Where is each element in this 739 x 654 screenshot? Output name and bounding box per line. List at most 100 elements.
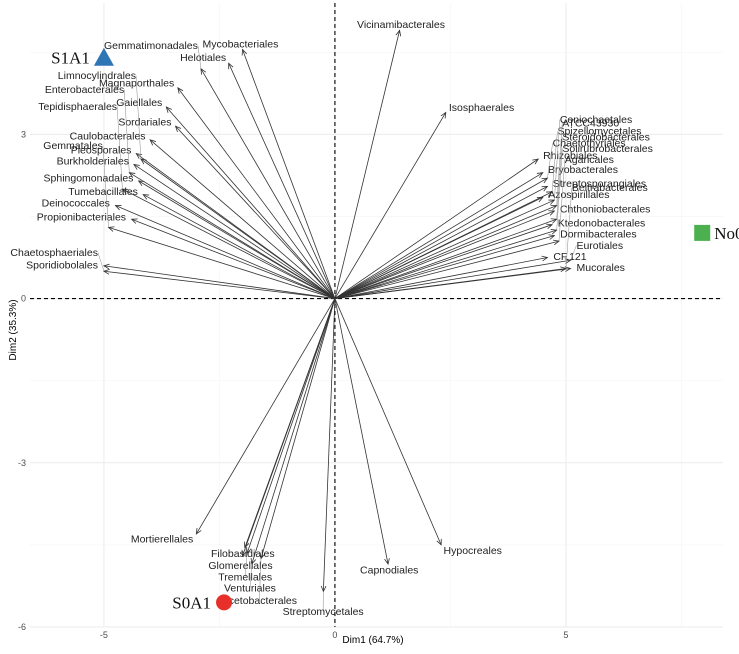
label-connector xyxy=(551,131,558,192)
arrow-shaft xyxy=(260,298,336,559)
arrow-shaft xyxy=(251,298,336,565)
label-connector xyxy=(556,123,563,206)
arrow-head xyxy=(436,538,442,546)
loading-label-dormibacterales: Dormibacterales xyxy=(560,228,636,240)
sample-no0: No0 xyxy=(694,224,739,243)
loading-label-vicinamibacterales: Vicinamibacterales xyxy=(357,19,445,31)
loading-arrow-sporidiobolales xyxy=(102,263,335,299)
loading-arrows xyxy=(102,29,572,593)
label-connector xyxy=(102,145,109,228)
square-marker xyxy=(694,224,711,241)
loading-label-acetobacterales: Acetobacterales xyxy=(222,595,297,607)
label-connector xyxy=(556,148,563,231)
loading-arrow-capnodiales xyxy=(334,298,390,566)
arrow-shaft xyxy=(200,68,336,299)
arrow-shaft xyxy=(108,227,336,299)
loading-arrow-streptomycetales xyxy=(320,298,336,593)
loading-arrow-helotiales xyxy=(228,62,336,299)
label-connector xyxy=(97,252,105,272)
loading-label-isosphaerales: Isosphaerales xyxy=(449,102,514,114)
loading-arrow-bryobacterales xyxy=(334,172,544,299)
loading-label-tremellales: Tremellales xyxy=(218,571,272,583)
y-tick-label: 3 xyxy=(21,129,26,139)
loading-label-deinococcales: Deinococcales xyxy=(42,198,110,210)
loading-label-tumebacillales: Tumebacillales xyxy=(68,186,138,198)
arrow-shaft xyxy=(334,298,389,565)
label-connector xyxy=(249,564,253,588)
arrow-shaft xyxy=(334,268,566,299)
loading-label-gaiellales: Gaiellales xyxy=(116,97,162,109)
loading-label-caulobacterales: Caulobacterales xyxy=(70,130,146,142)
arrow-shaft xyxy=(149,139,336,299)
circle-marker xyxy=(216,594,233,611)
loading-label-gemmatales: Gemmatales xyxy=(43,140,103,152)
loading-label-helotiales: Helotiales xyxy=(180,52,226,64)
arrow-shaft xyxy=(142,194,336,299)
arrow-head xyxy=(532,158,540,165)
arrow-shaft xyxy=(334,112,447,299)
loading-arrow-burkholderiales xyxy=(133,163,336,299)
loading-label-spizellomycetales: Spizellomycetales xyxy=(557,126,641,138)
label-connector xyxy=(244,553,248,577)
loading-label-chaetothyriales: Chaetothyriales xyxy=(553,138,626,150)
loading-label-tepidisphaerales: Tepidisphaerales xyxy=(38,101,117,113)
y-tick-label: -6 xyxy=(18,622,26,632)
arrow-shaft xyxy=(138,180,336,299)
arrow-shaft xyxy=(334,298,442,546)
loading-label-ktedonobacterales: Ktedonobacterales xyxy=(558,217,646,229)
arrow-shaft xyxy=(334,240,560,299)
loading-label-burkholderiales: Burkholderiales xyxy=(57,156,129,168)
loading-label-gemmatimonadales: Gemmatimonadales xyxy=(104,40,198,52)
loading-arrow-glomerellales xyxy=(241,298,336,557)
arrow-shaft xyxy=(103,270,335,299)
loading-label-mortierellales: Mortierellales xyxy=(131,534,193,546)
loading-arrow-sphingomonadales xyxy=(137,180,336,299)
loading-arrow-sordariales xyxy=(174,125,336,299)
arrow-head xyxy=(541,177,549,184)
loading-label-chthoniobacterales: Chthoniobacterales xyxy=(560,203,650,215)
loading-label-sphingomonadales: Sphingomonadales xyxy=(44,172,134,184)
arrow-shaft xyxy=(334,172,544,299)
loading-label-capnodiales: Capnodiales xyxy=(360,564,418,576)
arrow-head xyxy=(174,125,182,132)
arrow-shaft xyxy=(115,205,336,299)
loading-label-coniochaetales: Coniochaetales xyxy=(560,114,632,126)
reference-lines xyxy=(30,3,723,627)
loading-label-mucorales: Mucorales xyxy=(576,262,624,274)
loading-label-eurotiales: Eurotiales xyxy=(576,240,623,252)
label-connector xyxy=(556,137,563,220)
loading-arrow-caulobacterales xyxy=(149,139,336,299)
label-connector xyxy=(116,106,123,190)
arrow-head xyxy=(536,196,544,203)
loading-label-bryobacterales: Bryobacterales xyxy=(548,164,618,176)
loading-label-pleosporales: Pleosporales xyxy=(71,144,132,156)
arrow-shaft xyxy=(131,218,336,299)
arrow-head xyxy=(546,223,553,230)
y-tick-label: 0 xyxy=(21,294,26,304)
label-connector xyxy=(565,187,573,269)
arrow-head xyxy=(541,185,549,192)
arrow-shaft xyxy=(334,218,557,299)
arrow-shaft xyxy=(334,205,557,299)
loading-arrow-gaiellales xyxy=(165,106,336,299)
sample-label: S0A1 xyxy=(172,593,211,612)
loading-arrow-isosphaerales xyxy=(334,111,447,299)
y-tick-label: -3 xyxy=(18,458,26,468)
loading-arrow-acetobacterales xyxy=(259,298,336,560)
loading-label-solirubrobacterales: Solirubrobacterales xyxy=(562,143,652,155)
arrow-shaft xyxy=(334,186,548,299)
label-connector xyxy=(554,119,561,201)
label-connector xyxy=(558,159,566,242)
loading-arrow-dormibacterales xyxy=(334,234,556,299)
label-connector xyxy=(570,245,577,261)
loading-arrow-deinococcales xyxy=(114,205,336,299)
arrow-head xyxy=(384,558,390,566)
loading-label-rhizobiales: Rhizobiales xyxy=(543,150,597,162)
triangle-marker xyxy=(93,47,114,66)
arrow-head xyxy=(149,139,156,146)
sample-label: S1A1 xyxy=(51,49,90,68)
arrow-shaft xyxy=(334,210,555,299)
loading-arrow-mycobacteriales xyxy=(241,48,336,299)
arrow-shaft xyxy=(133,164,336,299)
loading-label-atcc43930: ATCC43930 xyxy=(562,118,619,130)
